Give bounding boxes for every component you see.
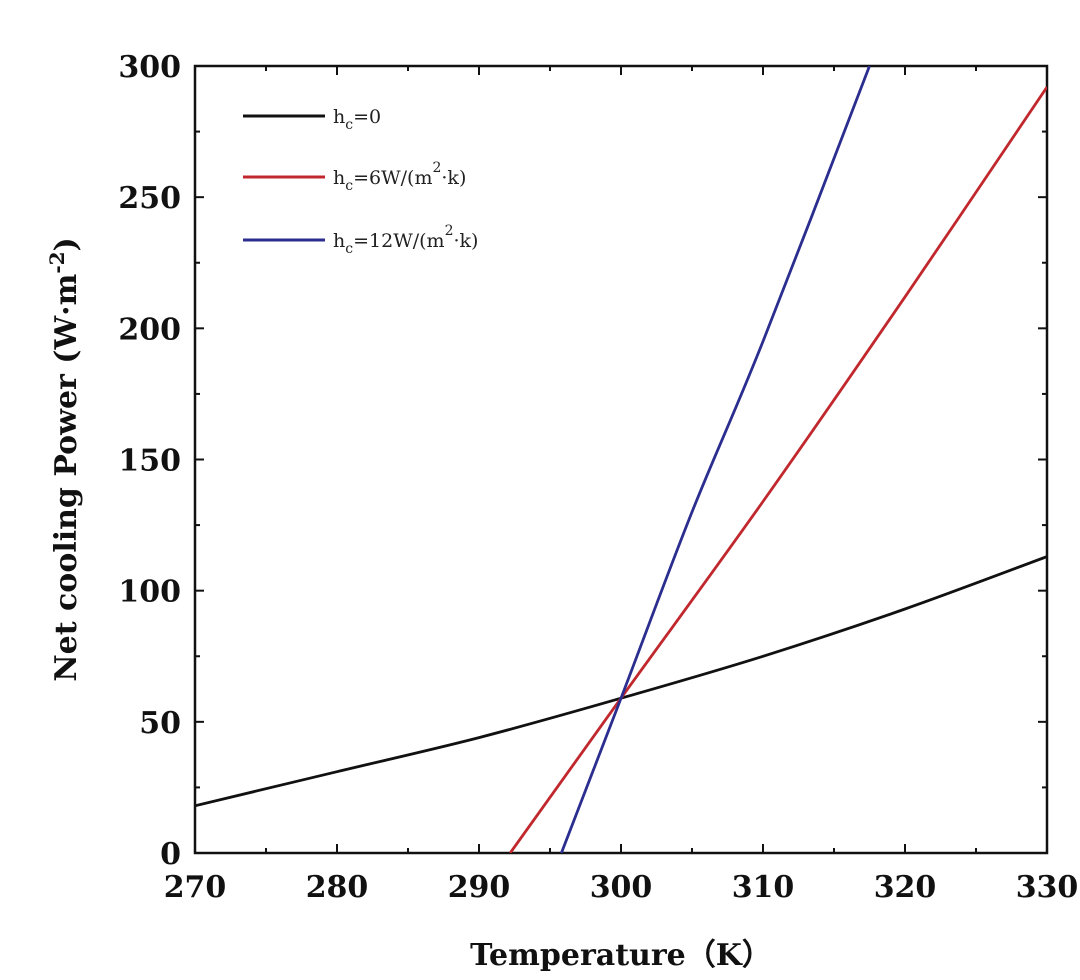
legend: hc=0 hc=6W/(m2·k) hc=12W/(m2·k) [243,106,478,257]
series-layer [195,66,1047,853]
axis-ticks: 270 280 290 300 310 320 330 0 50 100 150 200 250 300 [118,50,1078,905]
axis-titles: Temperature（K） Net cooling Power (W·m-2) [45,237,772,973]
y-tick-label: 200 [118,312,181,347]
x-tick-label: 330 [1016,870,1079,905]
plot-frame [193,64,1049,855]
y-tick-label: 250 [118,181,181,216]
y-axis-title-close: ) [49,237,84,251]
plot-border [193,64,1049,855]
series-line-0 [195,555,1047,808]
x-tick-label: 270 [164,870,227,905]
y-axis-title-sup: -2 [45,251,69,273]
y-tick-label: 0 [160,837,181,872]
x-tick-label: 310 [732,870,795,905]
x-axis-title: Temperature（K） [470,938,772,973]
series-line-1 [509,86,1047,853]
legend-label-0: hc=0 [333,106,381,133]
y-tick-label: 150 [118,444,181,479]
x-tick-label: 290 [448,870,511,905]
series-line-2 [560,66,871,853]
y-axis-title-main: Net cooling Power (W·m [49,273,84,681]
x-tick-label: 320 [874,870,937,905]
y-tick-label: 300 [118,50,181,85]
y-axis-title: Net cooling Power (W·m-2) [45,237,84,682]
legend-label-2: hc=12W/(m2·k) [333,223,478,257]
legend-label-1: hc=6W/(m2·k) [333,160,466,194]
x-tick-label: 280 [306,870,369,905]
x-tick-label: 300 [590,870,653,905]
y-tick-label: 50 [139,706,181,741]
y-tick-label: 100 [118,575,181,610]
